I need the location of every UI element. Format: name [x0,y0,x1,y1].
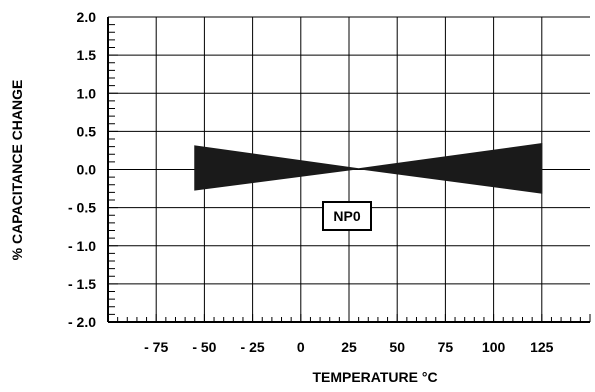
y-tick-label: 1.0 [77,85,97,101]
x-tick-label: - 25 [241,339,265,355]
y-axis-title: % CAPACITANCE CHANGE [9,80,25,261]
capacitance-band [194,143,543,194]
x-tick-label: - 75 [144,339,168,355]
y-tick-label: 1.5 [77,47,97,63]
y-tick-label: - 2.0 [68,314,96,330]
tick-layer [107,16,591,323]
x-axis-title: TEMPERATURE °C [312,369,437,385]
y-tick-label: - 0.5 [68,200,96,216]
x-tick-label: 100 [482,339,506,355]
y-tick-label: 0.5 [77,123,97,139]
x-tick-label: 75 [438,339,454,355]
x-tick-label: 125 [530,339,554,355]
y-tick-label: - 1.5 [68,276,96,292]
x-tick-label: 25 [341,339,357,355]
x-tick-label: - 50 [192,339,216,355]
y-tick-label: 2.0 [77,9,97,25]
label-layer: 2.0 1.5 1.0 0.5 0.0 - 0.5 - 1.0 - 1.5 - 2.0 - 75 -… [68,9,554,355]
annotation-box [322,201,372,231]
y-tick-label: 0.0 [77,162,97,178]
annotation-layer: NP0 [322,201,372,231]
y-tick-label: - 1.0 [68,238,96,254]
annotation-label: NP0 [333,208,360,224]
band-layer [194,143,543,194]
x-tick-label: 0 [297,339,305,355]
x-tick-label: 50 [389,339,405,355]
